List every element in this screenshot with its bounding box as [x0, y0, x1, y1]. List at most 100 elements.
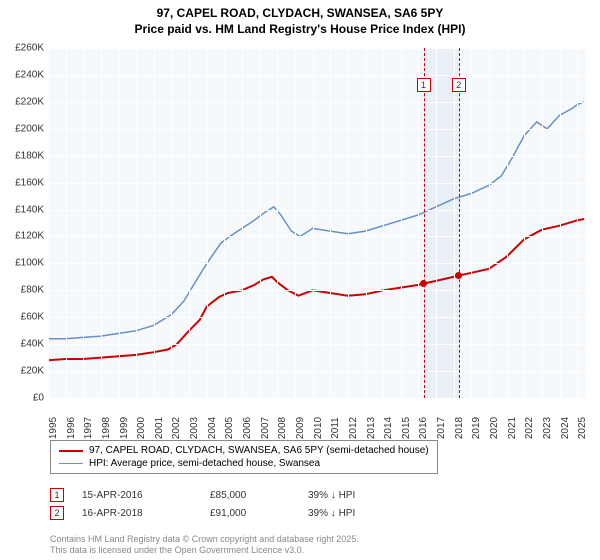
y-tick-label: £200K	[15, 123, 44, 134]
x-tick-label: 2009	[295, 417, 306, 439]
attribution: Contains HM Land Registry data © Crown c…	[50, 534, 359, 556]
gridline-v	[224, 48, 225, 398]
x-tick-label: 2023	[542, 417, 553, 439]
y-tick-label: £220K	[15, 96, 44, 107]
y-tick-label: £160K	[15, 177, 44, 188]
gridline-v	[454, 48, 455, 398]
x-tick-label: 2025	[577, 417, 588, 439]
legend-box: 97, CAPEL ROAD, CLYDACH, SWANSEA, SA6 5P…	[50, 440, 438, 474]
gridline-v	[348, 48, 349, 398]
gridline-h	[48, 183, 586, 184]
gridline-v	[101, 48, 102, 398]
x-tick-label: 2003	[189, 417, 200, 439]
gridline-v	[313, 48, 314, 398]
x-tick-label: 2007	[260, 417, 271, 439]
title-subtitle: Price paid vs. HM Land Registry's House …	[0, 22, 600, 38]
legend-swatch	[59, 450, 83, 452]
y-tick-label: £240K	[15, 69, 44, 80]
y-tick-label: £180K	[15, 150, 44, 161]
x-tick-label: 2021	[507, 417, 518, 439]
marker-line	[459, 48, 460, 398]
legend-row: 97, CAPEL ROAD, CLYDACH, SWANSEA, SA6 5P…	[59, 444, 429, 457]
sales-date: 16-APR-2018	[82, 508, 192, 519]
x-tick-label: 2016	[418, 417, 429, 439]
x-tick-label: 2022	[524, 417, 535, 439]
y-tick-label: £100K	[15, 258, 44, 269]
gridline-v	[277, 48, 278, 398]
chart-container: 97, CAPEL ROAD, CLYDACH, SWANSEA, SA6 5P…	[0, 0, 600, 560]
x-tick-label: 2015	[401, 417, 412, 439]
gridline-h	[48, 129, 586, 130]
gridline-v	[560, 48, 561, 398]
title-block: 97, CAPEL ROAD, CLYDACH, SWANSEA, SA6 5P…	[0, 0, 600, 39]
x-tick-label: 2005	[224, 417, 235, 439]
x-tick-label: 2018	[454, 417, 465, 439]
gridline-v	[401, 48, 402, 398]
gridline-v	[366, 48, 367, 398]
gridline-h	[48, 263, 586, 264]
gridline-v	[436, 48, 437, 398]
gridline-v	[83, 48, 84, 398]
gridline-v	[171, 48, 172, 398]
sales-diff: 39% ↓ HPI	[308, 508, 398, 519]
gridline-v	[260, 48, 261, 398]
gridline-v	[242, 48, 243, 398]
x-tick-label: 2008	[277, 417, 288, 439]
y-tick-label: £60K	[21, 312, 44, 323]
sales-marker: 1	[50, 488, 64, 502]
gridline-h	[48, 102, 586, 103]
chart-lines-svg	[48, 48, 586, 398]
legend-label: 97, CAPEL ROAD, CLYDACH, SWANSEA, SA6 5P…	[89, 445, 429, 456]
x-tick-label: 2002	[171, 417, 182, 439]
gridline-h	[48, 290, 586, 291]
gridline-v	[418, 48, 419, 398]
legend-row: HPI: Average price, semi-detached house,…	[59, 457, 429, 470]
gridline-v	[66, 48, 67, 398]
gridline-v	[471, 48, 472, 398]
x-tick-label: 2001	[154, 417, 165, 439]
y-tick-label: £0	[33, 393, 44, 404]
x-tick-label: 2020	[489, 417, 500, 439]
sales-row: 2 16-APR-2018 £91,000 39% ↓ HPI	[50, 504, 398, 522]
sales-marker: 2	[50, 506, 64, 520]
x-tick-label: 2012	[348, 417, 359, 439]
x-tick-label: 2011	[330, 417, 341, 439]
x-tick-label: 1996	[66, 417, 77, 439]
x-tick-label: 2014	[383, 417, 394, 439]
gridline-v	[119, 48, 120, 398]
gridline-h	[48, 75, 586, 76]
gridline-v	[577, 48, 578, 398]
y-tick-label: £80K	[21, 285, 44, 296]
x-tick-label: 2024	[560, 417, 571, 439]
marker-label: 2	[452, 78, 466, 92]
chart-plot-area: 12	[48, 48, 586, 398]
gridline-h	[48, 317, 586, 318]
gridline-v	[383, 48, 384, 398]
marker-line	[424, 48, 425, 398]
x-axis: 1995199619971998199920002001200220032004…	[48, 398, 586, 438]
y-tick-label: £260K	[15, 43, 44, 54]
y-tick-label: £20K	[21, 366, 44, 377]
y-tick-label: £40K	[21, 339, 44, 350]
gridline-v	[207, 48, 208, 398]
gridline-h	[48, 210, 586, 211]
gridline-v	[48, 48, 49, 398]
sales-diff: 39% ↓ HPI	[308, 490, 398, 501]
gridline-v	[295, 48, 296, 398]
legend-label: HPI: Average price, semi-detached house,…	[89, 458, 320, 469]
marker-label: 1	[417, 78, 431, 92]
sales-price: £85,000	[210, 490, 290, 501]
sales-row: 115-APR-2016£85,00039% ↓ HPI	[50, 486, 398, 504]
x-tick-label: 2004	[207, 417, 218, 439]
attribution-line2: This data is licensed under the Open Gov…	[50, 545, 359, 556]
x-tick-label: 1995	[48, 417, 59, 439]
x-tick-label: 1997	[83, 417, 94, 439]
gridline-v	[489, 48, 490, 398]
sales-table: 115-APR-2016£85,00039% ↓ HPI216-APR-2018…	[50, 486, 398, 522]
x-tick-label: 2013	[366, 417, 377, 439]
gridline-v	[524, 48, 525, 398]
x-tick-label: 2019	[471, 417, 482, 439]
sales-price: £91,000	[210, 508, 290, 519]
legend-swatch	[59, 463, 83, 465]
gridline-h	[48, 48, 586, 49]
